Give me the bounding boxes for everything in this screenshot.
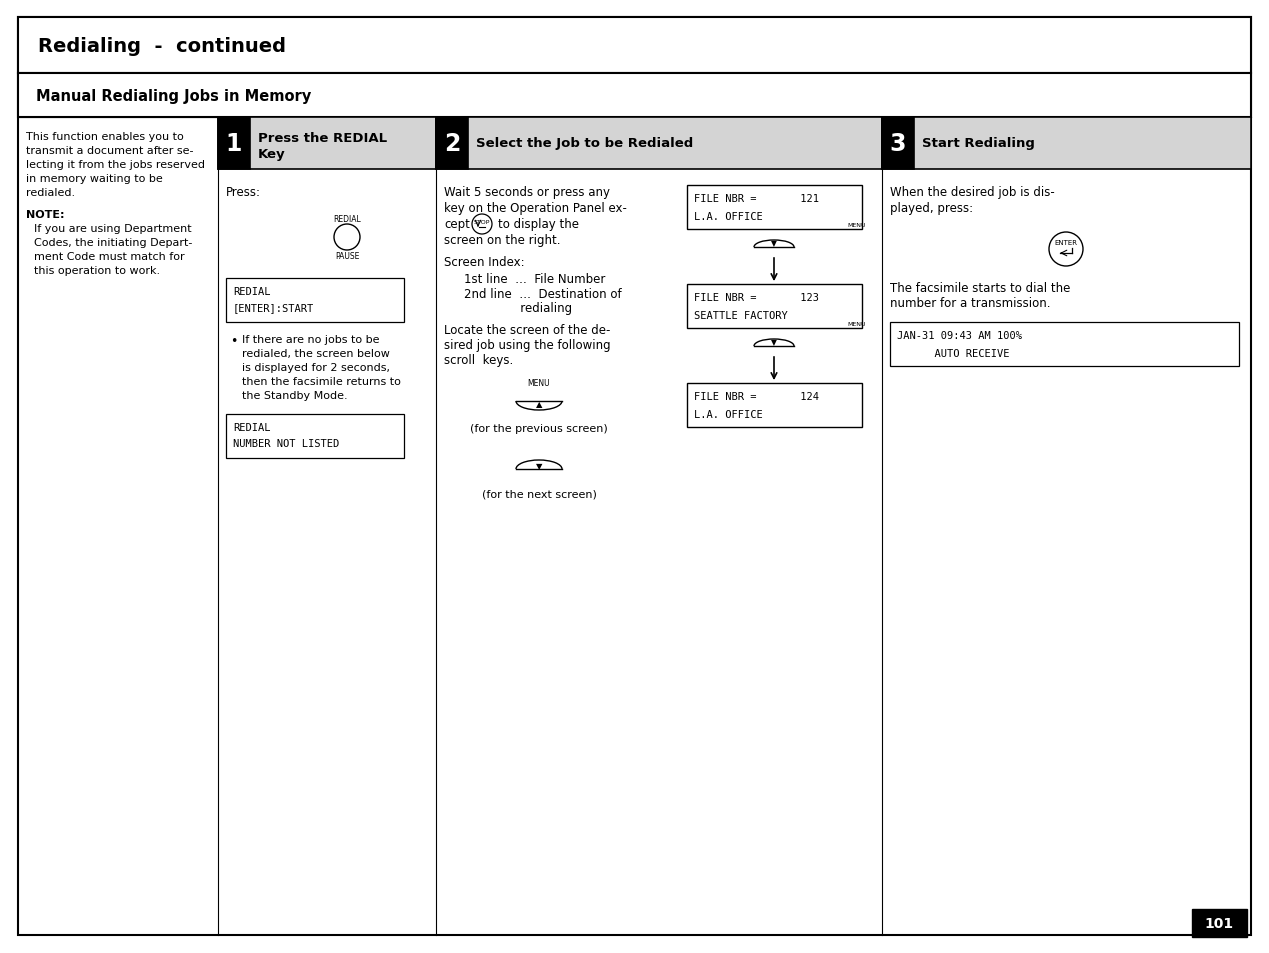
- Text: sired job using the following: sired job using the following: [444, 338, 610, 352]
- Text: AUTO RECEIVE: AUTO RECEIVE: [897, 349, 1010, 358]
- Bar: [437, 118, 882, 170]
- Text: MENU: MENU: [848, 223, 867, 228]
- Text: then the facsimile returns to: then the facsimile returns to: [242, 376, 401, 387]
- Text: 2: 2: [444, 132, 461, 156]
- Text: cept: cept: [444, 218, 470, 231]
- Text: number for a transmission.: number for a transmission.: [890, 296, 1051, 310]
- Text: ENTER: ENTER: [1055, 240, 1077, 246]
- Circle shape: [472, 214, 492, 234]
- Text: [ENTER]:START: [ENTER]:START: [233, 303, 315, 313]
- Text: ment Code must match for: ment Code must match for: [34, 253, 184, 262]
- Text: Press the REDIAL: Press the REDIAL: [258, 132, 387, 145]
- Text: JAN-31 09:43 AM 100%: JAN-31 09:43 AM 100%: [897, 331, 1022, 340]
- Text: ▼: ▼: [772, 338, 777, 347]
- Text: lecting it from the jobs reserved: lecting it from the jobs reserved: [25, 160, 206, 170]
- Text: 1: 1: [226, 132, 242, 156]
- Text: The facsimile starts to dial the: The facsimile starts to dial the: [890, 282, 1070, 294]
- Bar: [1192, 909, 1247, 937]
- Bar: [18, 74, 1251, 118]
- Text: the Standby Mode.: the Standby Mode.: [242, 391, 348, 400]
- Text: scroll  keys.: scroll keys.: [444, 354, 513, 367]
- Bar: [218, 118, 437, 170]
- Text: MENU: MENU: [528, 378, 551, 388]
- Text: redialed.: redialed.: [25, 188, 75, 198]
- Text: ▼: ▼: [536, 462, 542, 471]
- Text: 2nd line  …  Destination of: 2nd line … Destination of: [464, 288, 622, 301]
- Text: Wait 5 seconds or press any: Wait 5 seconds or press any: [444, 186, 610, 199]
- Text: L.A. OFFICE: L.A. OFFICE: [694, 410, 763, 419]
- Text: 1st line  …  File Number: 1st line … File Number: [464, 273, 605, 286]
- Bar: [226, 278, 404, 323]
- Text: in memory waiting to be: in memory waiting to be: [25, 173, 162, 184]
- Text: If you are using Department: If you are using Department: [34, 224, 192, 234]
- Bar: [890, 323, 1239, 367]
- Text: FILE NBR =       121: FILE NBR = 121: [694, 193, 819, 204]
- Text: Locate the screen of the de-: Locate the screen of the de-: [444, 324, 610, 336]
- Bar: [18, 18, 1251, 74]
- Text: 101: 101: [1204, 916, 1233, 930]
- Text: FILE NBR =       124: FILE NBR = 124: [694, 392, 819, 401]
- Text: MENU: MENU: [848, 322, 867, 327]
- Text: played, press:: played, press:: [890, 202, 973, 214]
- Text: screen on the right.: screen on the right.: [444, 233, 561, 247]
- Text: transmit a document after se-: transmit a document after se-: [25, 146, 193, 156]
- Bar: [437, 118, 468, 170]
- Text: (for the previous screen): (for the previous screen): [470, 423, 608, 434]
- Text: NUMBER NOT LISTED: NUMBER NOT LISTED: [233, 438, 339, 449]
- Bar: [882, 118, 1251, 170]
- Text: key on the Operation Panel ex-: key on the Operation Panel ex-: [444, 202, 627, 214]
- Text: Select the Job to be Redialed: Select the Job to be Redialed: [476, 137, 693, 151]
- Text: (for the next screen): (for the next screen): [481, 490, 596, 499]
- Text: this operation to work.: this operation to work.: [34, 266, 160, 276]
- Bar: [218, 118, 250, 170]
- Text: ▲: ▲: [536, 400, 542, 409]
- Text: STOP: STOP: [473, 219, 490, 224]
- Text: ▼: ▼: [772, 239, 777, 248]
- Text: NOTE:: NOTE:: [25, 211, 65, 220]
- Text: REDIAL: REDIAL: [334, 214, 360, 224]
- Text: Key: Key: [258, 148, 286, 161]
- Text: Press:: Press:: [226, 186, 261, 199]
- Bar: [226, 415, 404, 458]
- Text: 3: 3: [890, 132, 906, 156]
- Bar: [687, 384, 862, 428]
- Text: When the desired job is dis-: When the desired job is dis-: [890, 186, 1055, 199]
- Bar: [687, 285, 862, 329]
- Circle shape: [334, 225, 360, 251]
- Text: REDIAL: REDIAL: [233, 422, 270, 433]
- Text: SEATTLE FACTORY: SEATTLE FACTORY: [694, 311, 788, 320]
- Text: Screen Index:: Screen Index:: [444, 255, 524, 269]
- Text: L.A. OFFICE: L.A. OFFICE: [694, 212, 763, 222]
- Text: Codes, the initiating Depart-: Codes, the initiating Depart-: [34, 238, 193, 248]
- Text: Redialing  -  continued: Redialing - continued: [38, 36, 286, 55]
- Text: If there are no jobs to be: If there are no jobs to be: [242, 335, 379, 345]
- Text: •: •: [230, 335, 237, 348]
- Text: redialed, the screen below: redialed, the screen below: [242, 349, 390, 358]
- Text: is displayed for 2 seconds,: is displayed for 2 seconds,: [242, 363, 390, 373]
- Circle shape: [1049, 233, 1082, 267]
- Bar: [882, 118, 914, 170]
- Text: FILE NBR =       123: FILE NBR = 123: [694, 293, 819, 303]
- Bar: [687, 186, 862, 230]
- Text: Start Redialing: Start Redialing: [923, 137, 1036, 151]
- Text: redialing: redialing: [464, 302, 572, 314]
- Text: PAUSE: PAUSE: [335, 252, 359, 261]
- Text: Manual Redialing Jobs in Memory: Manual Redialing Jobs in Memory: [36, 89, 311, 103]
- Text: This function enables you to: This function enables you to: [25, 132, 184, 142]
- Text: to display the: to display the: [497, 218, 579, 231]
- Text: REDIAL: REDIAL: [233, 287, 270, 296]
